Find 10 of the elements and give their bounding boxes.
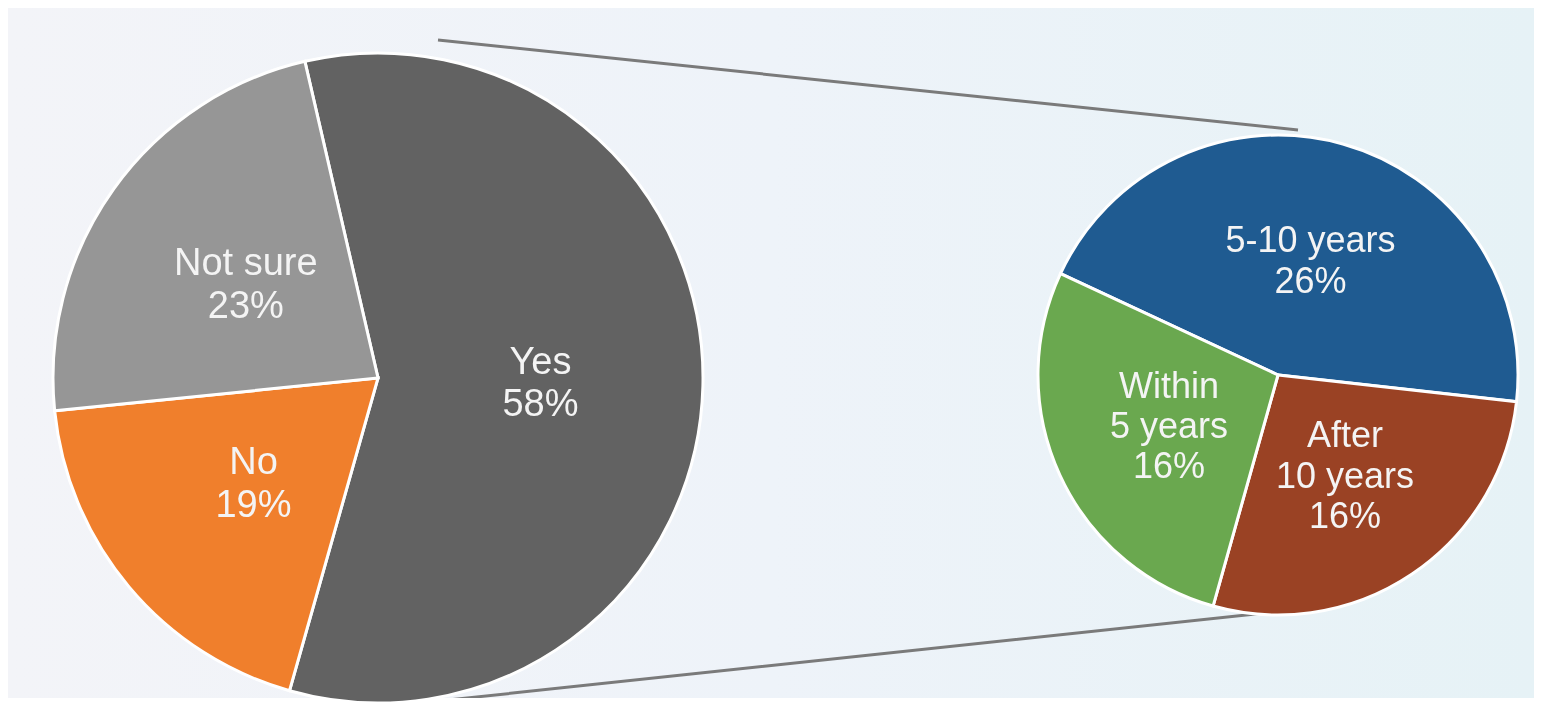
slice-label: Yes bbox=[509, 339, 572, 382]
data-label: 26% bbox=[1274, 259, 1347, 301]
data-label: 23% bbox=[207, 283, 284, 326]
slice-label: Within 5 years bbox=[1109, 364, 1228, 446]
slice-label: No bbox=[229, 440, 278, 483]
slice-label: After 10 years bbox=[1276, 413, 1415, 496]
data-label: 58% bbox=[502, 382, 579, 425]
slice-label: 5-10 years bbox=[1225, 218, 1396, 260]
data-label: 19% bbox=[215, 482, 292, 525]
slice-label: Not sure bbox=[174, 241, 318, 284]
